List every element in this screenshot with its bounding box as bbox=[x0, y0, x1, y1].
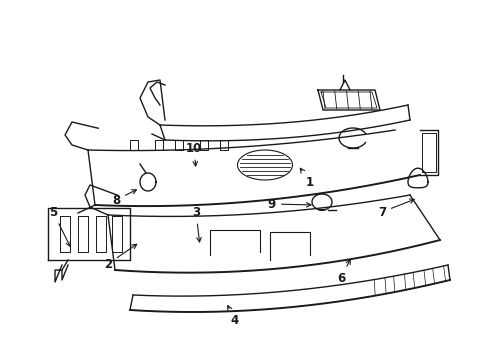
Text: 8: 8 bbox=[112, 190, 136, 207]
Text: 3: 3 bbox=[192, 206, 201, 242]
Text: 1: 1 bbox=[300, 168, 313, 189]
Text: 7: 7 bbox=[377, 199, 413, 219]
Text: 9: 9 bbox=[267, 198, 310, 211]
Text: 6: 6 bbox=[336, 260, 349, 284]
Text: 10: 10 bbox=[185, 141, 202, 166]
Text: 5: 5 bbox=[49, 206, 70, 246]
Text: 2: 2 bbox=[104, 244, 137, 270]
Text: 4: 4 bbox=[227, 306, 239, 327]
